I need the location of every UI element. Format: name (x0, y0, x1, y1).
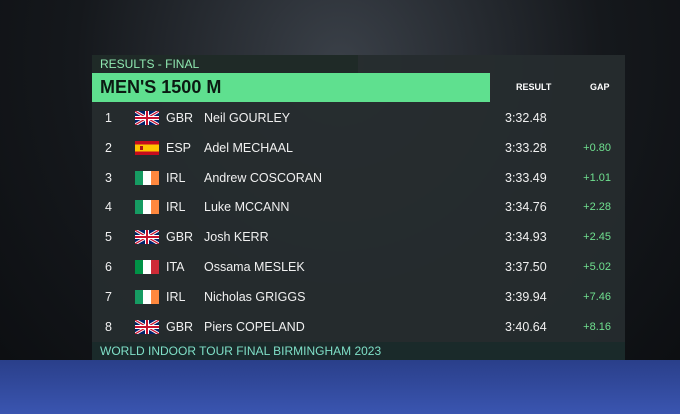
athlete-name: Piers COPELAND (204, 319, 305, 334)
result: 3:34.76 (505, 200, 547, 215)
athlete-name: Nicholas GRIGGS (204, 289, 306, 304)
flag (134, 318, 160, 338)
country-code: ESP (166, 140, 192, 155)
gap: +0.80 (583, 141, 611, 154)
result: 3:40.64 (505, 319, 547, 334)
country-code: IRL (166, 200, 186, 215)
country-code: IRL (166, 289, 186, 304)
rank: 5 (105, 230, 112, 245)
flag-icon (135, 170, 159, 185)
rank: 8 (105, 319, 112, 334)
athlete-name: Andrew COSCORAN (204, 170, 323, 185)
flag-icon (135, 260, 159, 274)
athlete-name: Neil GOURLEY (204, 111, 291, 125)
rank: 6 (105, 260, 112, 274)
rank: 1 (105, 111, 112, 125)
gap: +2.45 (583, 231, 611, 244)
gap: +8.16 (583, 320, 611, 333)
result: 3:33.28 (505, 140, 547, 155)
event-title: MEN'S 1500 M (92, 73, 490, 102)
flag-icon (134, 109, 160, 127)
results-label: RESULTS - FINAL (92, 55, 358, 73)
result: 3:39.94 (505, 289, 547, 304)
country-code: GBR (166, 230, 194, 245)
rank: 4 (105, 200, 112, 215)
column-header: GAP (590, 82, 610, 92)
gap: +7.46 (583, 290, 611, 303)
rank: 7 (105, 289, 112, 304)
column-header: RESULT (516, 82, 552, 92)
gap: +5.02 (583, 261, 611, 273)
country-code: ITA (166, 260, 185, 274)
result: 3:32.48 (505, 111, 547, 125)
results-panel (92, 55, 625, 360)
arena-floor (0, 360, 680, 414)
athlete-name: Luke MCCANN (204, 200, 290, 215)
rank: 3 (105, 170, 112, 185)
flag (135, 200, 159, 218)
flag (135, 289, 159, 308)
result: 3:37.50 (505, 260, 547, 274)
rank: 2 (105, 140, 112, 155)
athlete-name: Josh KERR (204, 230, 269, 245)
athlete-name: Adel MECHAAL (204, 140, 293, 155)
flag-icon (135, 289, 159, 304)
athlete-name: Ossama MESLEK (204, 260, 305, 274)
country-code: GBR (166, 319, 194, 334)
footer: WORLD INDOOR TOUR FINAL BIRMINGHAM 2023 (92, 342, 625, 360)
flag-icon (134, 228, 160, 246)
gap: +1.01 (583, 171, 611, 184)
country-code: GBR (166, 111, 194, 125)
country-code: IRL (166, 170, 186, 185)
result: 3:34.93 (505, 230, 547, 245)
flag-icon (134, 318, 160, 335)
flag (134, 228, 160, 248)
flag (135, 170, 159, 189)
flag-icon (135, 200, 159, 215)
flag (135, 140, 159, 159)
result: 3:33.49 (505, 170, 547, 185)
flag (135, 260, 159, 278)
gap: +2.28 (583, 201, 611, 214)
flag (134, 109, 160, 129)
flag-icon (135, 140, 159, 155)
